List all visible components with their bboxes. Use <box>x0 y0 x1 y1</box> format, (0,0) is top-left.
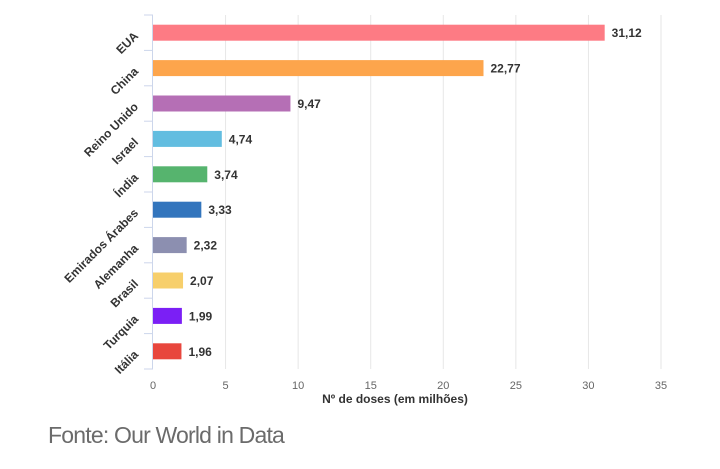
data-label: 22,77 <box>490 62 520 76</box>
x-tick-label: 15 <box>365 380 377 392</box>
bar <box>153 201 202 218</box>
bar <box>153 272 184 289</box>
bar <box>153 130 222 147</box>
y-tick-label: Índia <box>111 170 142 201</box>
y-tick-label: Brasil <box>108 277 141 310</box>
data-label: 9,47 <box>297 97 321 111</box>
x-axis-title: Nº de doses (em milhões) <box>322 392 468 406</box>
x-tick-label: 20 <box>437 380 449 392</box>
data-label: 31,12 <box>612 26 642 40</box>
y-tick-label: Turquia <box>101 312 142 353</box>
bar <box>153 95 291 112</box>
data-label: 2,07 <box>190 274 214 288</box>
x-tick-label: 10 <box>292 380 304 392</box>
source-footer: Fonte: Our World in Data <box>48 422 285 448</box>
data-label: 2,32 <box>194 239 218 253</box>
y-tick-label: Israel <box>109 135 141 167</box>
x-tick-label: 35 <box>655 380 667 392</box>
x-tick-label: 30 <box>582 380 594 392</box>
y-tick-label: China <box>108 64 142 98</box>
bar <box>153 60 484 77</box>
bar <box>153 166 208 183</box>
x-tick-label: 5 <box>223 380 229 392</box>
data-label: 1,99 <box>189 309 213 323</box>
bar <box>153 237 187 254</box>
data-label: 3,74 <box>214 168 238 182</box>
x-tick-label: 25 <box>510 380 522 392</box>
bar <box>153 343 182 360</box>
data-label: 4,74 <box>229 132 253 146</box>
y-tick-label: EUA <box>113 29 141 57</box>
bar <box>153 307 182 324</box>
data-label: 1,96 <box>188 345 212 359</box>
x-tick-label: 0 <box>150 380 156 392</box>
y-tick-label: Itália <box>112 347 141 376</box>
bar <box>153 24 605 41</box>
data-label: 3,33 <box>208 203 232 217</box>
